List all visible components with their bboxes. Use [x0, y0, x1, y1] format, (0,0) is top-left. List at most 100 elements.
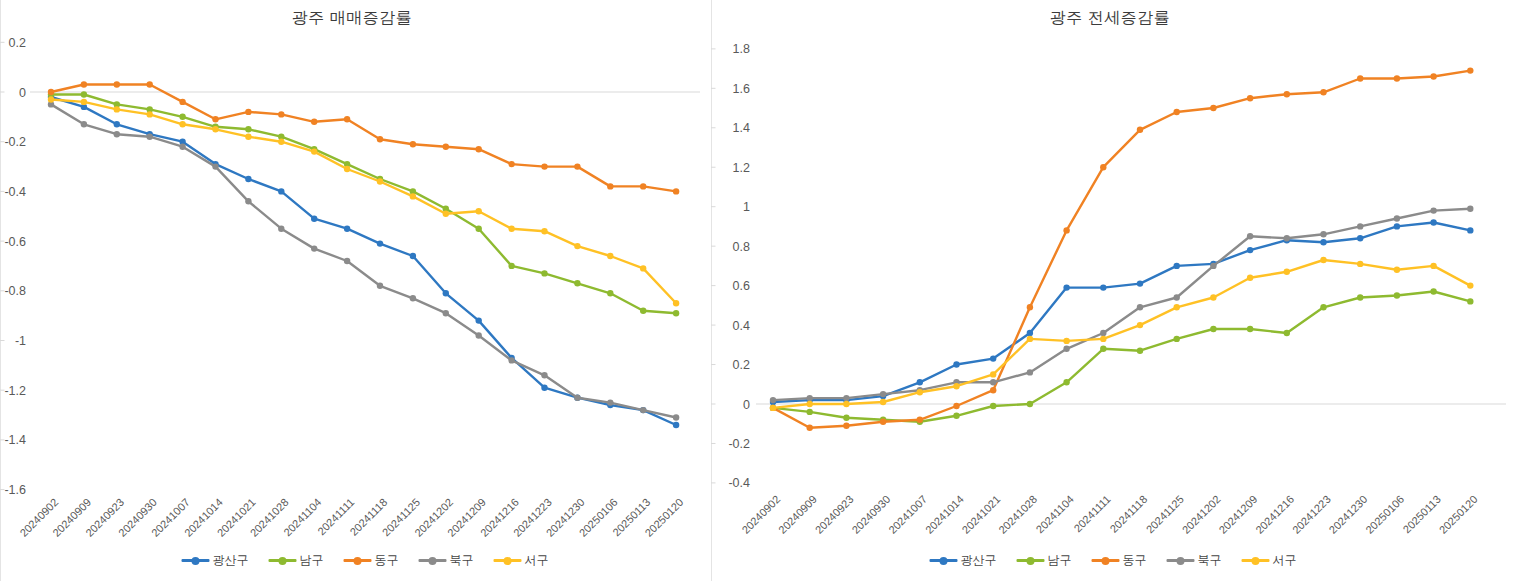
left-data-point-북구	[640, 407, 646, 413]
right-data-point-동구	[1467, 67, 1473, 73]
left-data-point-광산구	[443, 290, 449, 296]
right-data-point-남구	[1284, 330, 1290, 336]
left-y-tick-label: 0.2	[9, 36, 26, 50]
left-data-point-북구	[212, 163, 218, 169]
left-chart-legend: 광산구남구동구북구서구	[182, 552, 549, 569]
left-data-point-광산구	[541, 385, 547, 391]
left-data-point-북구	[476, 332, 482, 338]
left-data-point-남구	[508, 263, 514, 269]
right-data-point-서구	[1063, 338, 1069, 344]
right-x-tick-label: 20241223	[1290, 493, 1333, 536]
right-y-tick-label: 0.2	[733, 358, 750, 372]
right-data-point-남구	[990, 403, 996, 409]
left-data-point-서구	[574, 243, 580, 249]
right-data-point-북구	[770, 397, 776, 403]
left-data-point-동구	[81, 81, 87, 87]
right-data-point-동구	[990, 387, 996, 393]
right-data-point-북구	[1394, 215, 1400, 221]
right-x-tick-label: 20250106	[1363, 493, 1406, 536]
right-data-point-북구	[1247, 233, 1253, 239]
right-x-tick-label: 20241028	[996, 493, 1039, 536]
left-data-point-광산구	[114, 121, 120, 127]
legend-item-동구: 동구	[344, 552, 399, 569]
right-data-point-서구	[880, 399, 886, 405]
right-data-point-서구	[1320, 257, 1326, 263]
left-series-line-남구	[51, 95, 676, 314]
right-data-point-남구	[1430, 288, 1436, 294]
left-data-point-북구	[443, 310, 449, 316]
right-x-tick-label: 20240923	[813, 493, 856, 536]
right-y-tick-label: 0.6	[733, 279, 750, 293]
left-data-point-동구	[476, 146, 482, 152]
left-data-point-광산구	[377, 240, 383, 246]
right-y-tick-label: 0.4	[733, 319, 750, 333]
legend-line-marker-icon	[930, 559, 958, 562]
legend-line-marker-icon	[269, 559, 297, 562]
right-x-tick-label: 20250120	[1437, 493, 1480, 536]
legend-item-남구: 남구	[269, 552, 324, 569]
left-data-point-동구	[311, 119, 317, 125]
left-y-tick-label: -1.4	[4, 433, 26, 447]
right-data-point-광산구	[1174, 263, 1180, 269]
legend-line-marker-icon	[344, 559, 372, 562]
right-data-point-서구	[990, 371, 996, 377]
legend-dot-icon	[1102, 557, 1110, 565]
legend-line-marker-icon	[182, 559, 210, 562]
right-data-point-동구	[1100, 164, 1106, 170]
left-data-point-북구	[147, 134, 153, 140]
left-y-tick-label: -0.4	[4, 185, 26, 199]
right-data-point-동구	[1063, 227, 1069, 233]
right-y-tick-label: -0.4	[728, 476, 750, 490]
left-data-point-북구	[344, 258, 350, 264]
right-data-point-남구	[1247, 326, 1253, 332]
legend-label: 서구	[525, 552, 549, 569]
left-data-point-서구	[278, 139, 284, 145]
right-data-point-광산구	[1137, 280, 1143, 286]
left-data-point-동구	[179, 99, 185, 105]
right-x-tick-label: 20250113	[1400, 493, 1443, 536]
left-data-point-서구	[443, 211, 449, 217]
left-data-point-동구	[673, 188, 679, 194]
left-data-point-서구	[245, 134, 251, 140]
left-data-point-북구	[81, 121, 87, 127]
right-series-line-서구	[773, 260, 1470, 408]
legend-line-marker-icon	[1092, 559, 1120, 562]
left-data-point-서구	[640, 265, 646, 271]
right-data-point-남구	[1357, 294, 1363, 300]
left-data-point-북구	[245, 198, 251, 204]
legend-dot-icon	[1177, 557, 1185, 565]
left-data-point-동구	[574, 163, 580, 169]
left-data-point-북구	[673, 414, 679, 420]
right-data-point-동구	[1430, 73, 1436, 79]
right-data-point-서구	[1137, 322, 1143, 328]
left-data-point-동구	[410, 141, 416, 147]
left-data-point-서구	[508, 226, 514, 232]
left-data-point-서구	[311, 148, 317, 154]
left-data-point-남구	[179, 114, 185, 120]
right-data-point-서구	[843, 401, 849, 407]
right-data-point-북구	[990, 379, 996, 385]
right-y-tick-label: -0.2	[728, 437, 750, 451]
right-data-point-서구	[807, 401, 813, 407]
right-data-point-광산구	[1063, 284, 1069, 290]
right-data-point-광산구	[917, 379, 923, 385]
right-data-point-서구	[1394, 267, 1400, 273]
right-data-point-북구	[1100, 330, 1106, 336]
right-data-point-남구	[1210, 326, 1216, 332]
right-x-tick-label: 20241104	[1033, 493, 1076, 536]
left-data-point-북구	[311, 245, 317, 251]
left-data-point-남구	[640, 308, 646, 314]
right-data-point-서구	[1027, 336, 1033, 342]
left-data-point-동구	[344, 116, 350, 122]
right-data-point-북구	[1174, 294, 1180, 300]
right-data-point-동구	[1137, 127, 1143, 133]
left-data-point-광산구	[410, 253, 416, 259]
right-data-point-북구	[1430, 207, 1436, 213]
left-data-point-서구	[541, 228, 547, 234]
legend-label: 남구	[1048, 552, 1072, 569]
right-data-point-북구	[1467, 206, 1473, 212]
right-data-point-남구	[1320, 304, 1326, 310]
left-y-tick-label: -1.2	[4, 384, 26, 398]
charts-svg: 0.20-0.2-0.4-0.6-0.8-1-1.2-1.4-1.6202409…	[0, 0, 1520, 581]
legend-line-marker-icon	[494, 559, 522, 562]
